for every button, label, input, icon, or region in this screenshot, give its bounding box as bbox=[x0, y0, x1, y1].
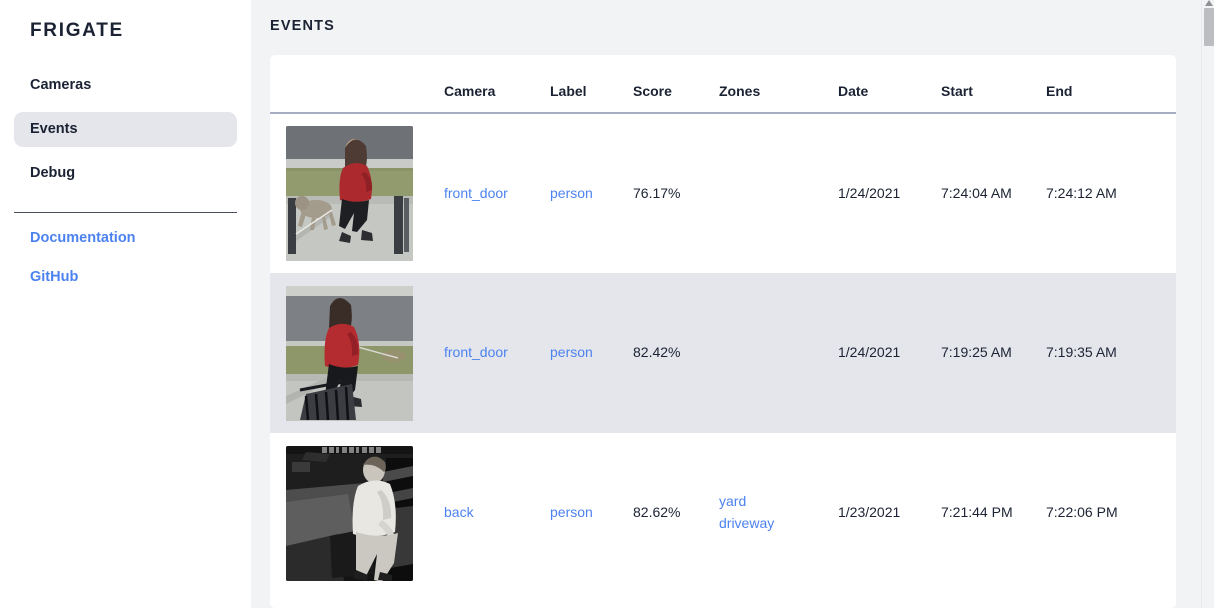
events-table-body: front_door person 76.17% 1/24/2021 7:24:… bbox=[270, 113, 1176, 593]
page-title: EVENTS bbox=[270, 18, 335, 34]
event-label-link[interactable]: person bbox=[550, 344, 593, 361]
event-camera-link[interactable]: back bbox=[444, 504, 474, 521]
event-label-link[interactable]: person bbox=[550, 504, 593, 521]
table-row[interactable]: front_door person 82.42% 1/24/2021 7:19:… bbox=[270, 273, 1176, 433]
event-label-cell: person bbox=[550, 113, 633, 273]
event-thumbnail-daylight-dog-walker[interactable] bbox=[286, 126, 413, 261]
column-header-label: Label bbox=[550, 55, 633, 114]
event-zones-cell bbox=[719, 273, 838, 433]
event-zone-link-yard[interactable]: yard bbox=[719, 493, 747, 510]
event-zone-list: yard driveway bbox=[719, 491, 838, 534]
event-zone-link-driveway[interactable]: driveway bbox=[719, 515, 775, 531]
event-camera-cell: front_door bbox=[444, 113, 550, 273]
event-thumbnail-infrared-night[interactable] bbox=[286, 445, 413, 581]
column-header-date: Date bbox=[838, 55, 941, 114]
event-zones-cell: yard driveway bbox=[719, 433, 838, 593]
page-scrollbar-thumb[interactable] bbox=[1204, 8, 1214, 46]
sidebar-divider bbox=[14, 211, 237, 213]
sidebar-nav: Cameras Events Debug Documentation GitHu… bbox=[14, 68, 237, 286]
event-label-link[interactable]: person bbox=[550, 184, 593, 201]
scroll-up-arrow-icon[interactable] bbox=[1205, 0, 1213, 6]
sidebar-item-events[interactable]: Events bbox=[14, 111, 237, 147]
app-brand-title: FRIGATE bbox=[30, 20, 124, 41]
event-thumbnail-cell[interactable] bbox=[270, 433, 444, 593]
event-camera-link[interactable]: front_door bbox=[444, 184, 508, 201]
events-table: Camera Label Score Zones Date Start End bbox=[270, 55, 1176, 593]
event-camera-cell: front_door bbox=[444, 273, 550, 433]
column-header-zones: Zones bbox=[719, 55, 838, 114]
column-header-start: Start bbox=[941, 55, 1046, 114]
event-date-cell: 1/24/2021 bbox=[838, 273, 941, 433]
events-table-header: Camera Label Score Zones Date Start End bbox=[270, 55, 1176, 114]
event-camera-link[interactable]: front_door bbox=[444, 344, 508, 361]
event-score-cell: 76.17% bbox=[633, 184, 681, 201]
event-thumbnail-cell[interactable] bbox=[270, 113, 444, 273]
table-row[interactable]: front_door person 76.17% 1/24/2021 7:24:… bbox=[270, 113, 1176, 273]
column-header-thumbnail bbox=[270, 55, 444, 114]
sidebar-link-documentation[interactable]: Documentation bbox=[30, 229, 136, 246]
event-camera-cell: back bbox=[444, 433, 550, 593]
column-header-end: End bbox=[1046, 55, 1176, 114]
sidebar-item-cameras[interactable]: Cameras bbox=[30, 76, 92, 93]
table-row[interactable]: back person 82.62% yard driveway 1/ bbox=[270, 433, 1176, 593]
column-header-score: Score bbox=[633, 55, 719, 114]
event-score-cell: 82.42% bbox=[633, 273, 719, 433]
sidebar-link-github[interactable]: GitHub bbox=[30, 268, 79, 285]
event-end-cell: 7:22:06 PM bbox=[1046, 504, 1118, 521]
event-zones-cell bbox=[719, 113, 838, 273]
event-thumbnail-cell[interactable] bbox=[270, 273, 444, 433]
main-content: EVENTS Camera Label Score Zones Date Sta… bbox=[251, 0, 1214, 608]
event-label-cell: person bbox=[550, 433, 633, 593]
sidebar: FRIGATE Cameras Events Debug Documentati… bbox=[0, 0, 251, 608]
event-end-cell: 7:24:12 AM bbox=[1046, 184, 1117, 201]
event-date-cell: 1/23/2021 bbox=[838, 504, 901, 521]
table-header-row: Camera Label Score Zones Date Start End bbox=[270, 55, 1176, 114]
events-card: Camera Label Score Zones Date Start End bbox=[270, 55, 1176, 608]
event-start-cell: 7:19:25 AM bbox=[941, 273, 1046, 433]
sidebar-item-debug[interactable]: Debug bbox=[30, 164, 76, 181]
event-label-cell: person bbox=[550, 273, 633, 433]
event-date-cell: 1/24/2021 bbox=[838, 184, 901, 201]
event-start-cell: 7:24:04 AM bbox=[941, 184, 1012, 201]
event-thumbnail-daylight-walker[interactable] bbox=[286, 285, 413, 421]
column-header-camera: Camera bbox=[444, 55, 550, 114]
event-start-cell: 7:21:44 PM bbox=[941, 504, 1013, 521]
event-score-cell: 82.62% bbox=[633, 504, 681, 521]
event-end-cell: 7:19:35 AM bbox=[1046, 273, 1176, 433]
page-scrollbar-track[interactable] bbox=[1201, 0, 1214, 608]
